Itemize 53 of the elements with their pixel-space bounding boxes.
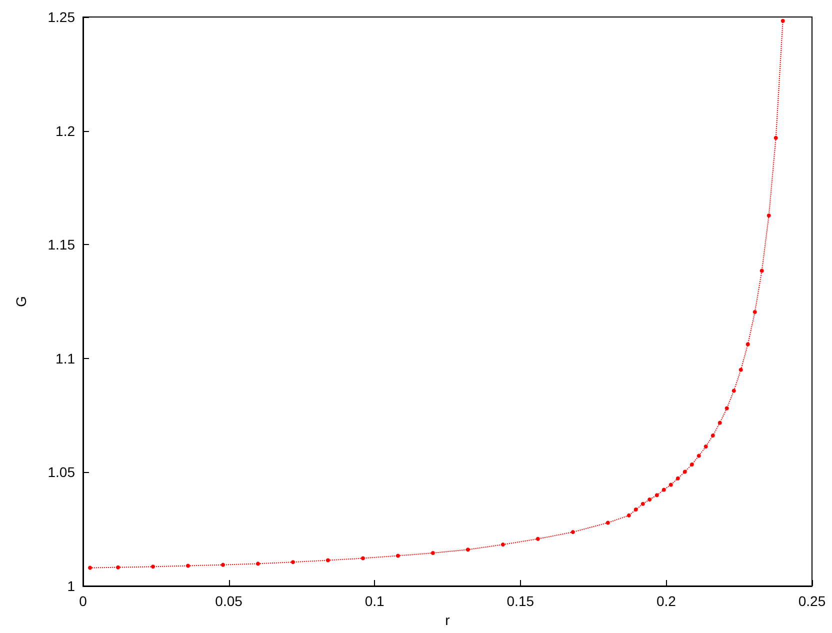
point [466,548,470,552]
point [640,502,645,506]
point [116,565,120,570]
x-tick-label: 0.05 [215,593,243,609]
point [256,562,260,566]
point [704,444,708,448]
point [220,562,225,567]
point [648,498,652,502]
point [718,420,722,425]
point [186,564,190,568]
point [88,566,92,570]
point [724,406,729,410]
x-tick-label: 0 [79,593,88,609]
point [766,213,771,218]
point [682,470,687,474]
x-tick-label: 0.1 [364,593,385,609]
point [696,454,701,458]
point [732,388,736,393]
x-axis-title: r [445,612,450,628]
x-tick-label: 0.15 [506,593,534,609]
y-tick-label: 1.1 [56,350,76,366]
x-tick-label: 0.25 [798,593,826,609]
point [430,551,435,555]
point [710,434,715,438]
point [570,530,575,534]
point [634,508,638,512]
point [500,542,505,547]
point [752,310,757,314]
point [290,560,295,564]
y-tick-label: 1.2 [56,122,76,139]
point [396,554,400,558]
point [360,556,365,560]
point [746,342,750,346]
point [536,536,540,541]
point [150,564,155,569]
y-tick-label: 1.25 [48,9,76,25]
point [668,482,673,487]
point [690,462,694,466]
point [606,520,610,525]
y-tick-label: 1.15 [48,236,76,253]
point [326,558,330,562]
y-tick-label: 1 [67,578,76,594]
point [654,493,659,498]
point [780,18,785,23]
point [662,488,666,492]
point [676,476,680,480]
point [760,268,764,273]
point [626,513,631,518]
y-axis-title: G [13,296,29,307]
point [774,136,778,140]
point [738,368,743,372]
x-tick-label: 0.2 [656,593,676,609]
y-tick-label: 1.05 [48,464,76,480]
